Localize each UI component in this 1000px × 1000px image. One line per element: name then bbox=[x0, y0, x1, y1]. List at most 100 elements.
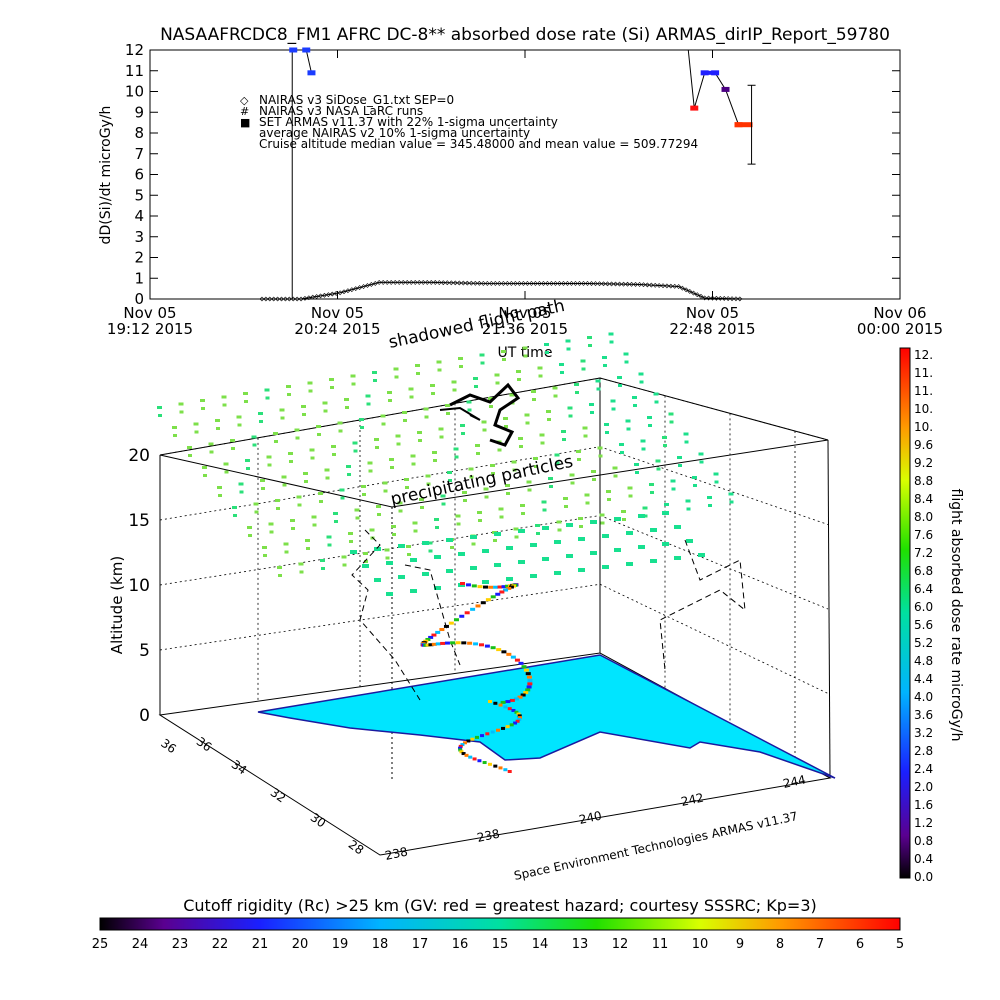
flight-path-point bbox=[465, 583, 471, 587]
particle-marker bbox=[283, 542, 289, 546]
particle-marker bbox=[635, 471, 639, 474]
particle-marker bbox=[382, 481, 388, 485]
particle-marker bbox=[332, 453, 336, 456]
particle-marker bbox=[729, 500, 734, 504]
nairas-point bbox=[298, 296, 304, 302]
particle-marker bbox=[230, 439, 235, 442]
particle-marker bbox=[432, 451, 437, 454]
particle-marker bbox=[341, 555, 347, 559]
particle-marker bbox=[433, 459, 437, 462]
altitude-tick-label: 15 bbox=[128, 511, 150, 531]
particle-marker bbox=[577, 458, 581, 461]
rigidity-colorbar-tick-label: 23 bbox=[172, 937, 189, 952]
particle-marker bbox=[634, 463, 639, 466]
particle-marker bbox=[569, 473, 575, 477]
particle-marker bbox=[398, 509, 403, 513]
nairas-point bbox=[691, 290, 696, 296]
particle-marker bbox=[518, 529, 525, 533]
nairas-point bbox=[737, 296, 743, 302]
grid-line-right-wall bbox=[599, 583, 829, 694]
dose-rate-colorbar-tick-label: 5.6 bbox=[914, 618, 933, 632]
top-x-tick-day: Nov 05 bbox=[123, 304, 176, 322]
particle-marker bbox=[264, 388, 270, 392]
particle-marker bbox=[618, 384, 622, 387]
dose-rate-colorbar-tick-label: 2.0 bbox=[914, 780, 933, 794]
shadow-path-right bbox=[659, 539, 746, 671]
plot3d-floor bbox=[158, 652, 832, 856]
rigidity-colorbar-tick-label: 9 bbox=[736, 937, 744, 952]
particle-marker bbox=[461, 432, 465, 435]
particle-marker bbox=[514, 535, 519, 539]
particle-marker bbox=[480, 361, 485, 365]
particle-marker bbox=[463, 499, 467, 502]
particle-marker bbox=[398, 544, 405, 548]
particle-marker bbox=[243, 392, 248, 395]
latitude-tick-label: 32 bbox=[268, 785, 289, 805]
particle-marker bbox=[552, 386, 558, 390]
legend-entry: average NAIRAS v2 10% 1-sigma uncertaint… bbox=[259, 126, 530, 140]
particle-marker bbox=[531, 390, 536, 393]
flight-path-point bbox=[510, 655, 516, 659]
particle-marker bbox=[193, 422, 199, 426]
particle-marker bbox=[409, 395, 414, 399]
particle-marker bbox=[258, 412, 263, 415]
particle-marker bbox=[350, 550, 357, 554]
particle-marker bbox=[403, 419, 407, 422]
particle-marker bbox=[390, 466, 394, 469]
grid-line-right-wall bbox=[599, 377, 829, 441]
particle-marker bbox=[245, 459, 250, 462]
particle-marker bbox=[622, 518, 626, 521]
particle-marker bbox=[297, 503, 302, 507]
particle-marker bbox=[576, 450, 581, 453]
flight-path-point bbox=[499, 590, 505, 594]
particle-marker bbox=[626, 562, 633, 566]
flight-path-point bbox=[440, 641, 446, 645]
particle-marker bbox=[527, 488, 532, 492]
particle-marker bbox=[534, 465, 538, 468]
rigidity-colorbar-tick-label: 12 bbox=[612, 937, 629, 952]
particle-marker bbox=[560, 371, 564, 374]
flight-path-point bbox=[477, 759, 482, 763]
particle-marker bbox=[342, 563, 347, 567]
particle-marker bbox=[627, 486, 633, 490]
particle-marker bbox=[287, 393, 291, 396]
particle-marker bbox=[497, 448, 502, 452]
particle-marker bbox=[334, 520, 338, 523]
particle-marker bbox=[656, 467, 661, 471]
particle-marker bbox=[375, 446, 379, 449]
dose-rate-colorbar-tick-label: 12. bbox=[914, 348, 933, 362]
particle-marker bbox=[269, 530, 274, 534]
flight-path-point bbox=[453, 618, 459, 622]
flight-path-point bbox=[501, 585, 507, 589]
flight-path-point bbox=[509, 723, 514, 727]
flight-path-point bbox=[460, 743, 465, 747]
particle-marker bbox=[542, 557, 549, 561]
rigidity-colorbar-tick-label: 10 bbox=[692, 937, 709, 952]
particle-marker bbox=[284, 550, 289, 554]
flight-path-point bbox=[501, 650, 507, 654]
rigidity-colorbar-tick-label: 22 bbox=[212, 937, 229, 952]
particle-marker bbox=[406, 545, 411, 548]
flight-path-point bbox=[503, 705, 508, 709]
particle-marker bbox=[312, 523, 317, 527]
particle-marker bbox=[489, 405, 493, 408]
armas-point bbox=[721, 86, 730, 92]
flight-path-3d bbox=[420, 582, 533, 773]
particle-marker bbox=[494, 532, 501, 536]
armas-point-strip bbox=[701, 70, 716, 75]
particle-marker bbox=[592, 478, 596, 481]
particle-marker bbox=[565, 339, 571, 343]
particle-marker bbox=[466, 400, 472, 404]
flight-path-point bbox=[450, 641, 456, 645]
flight-path-point bbox=[459, 614, 465, 618]
flight-path-point bbox=[467, 641, 473, 645]
particle-marker bbox=[437, 368, 442, 372]
particle-marker bbox=[602, 356, 607, 359]
particle-marker bbox=[686, 539, 693, 543]
particle-marker bbox=[282, 483, 287, 487]
particle-marker bbox=[303, 472, 308, 475]
particle-marker bbox=[602, 534, 609, 538]
particle-marker bbox=[355, 516, 360, 520]
